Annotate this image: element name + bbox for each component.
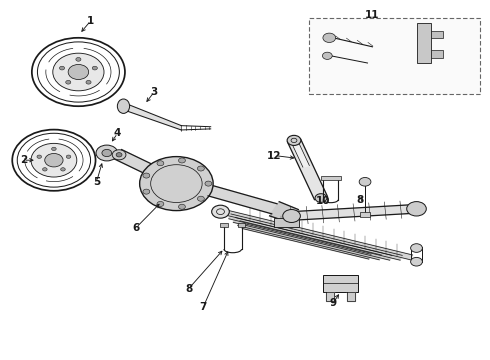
- Bar: [431, 50, 443, 58]
- Polygon shape: [291, 204, 417, 220]
- Circle shape: [157, 161, 164, 166]
- Polygon shape: [238, 221, 381, 260]
- Circle shape: [66, 155, 71, 158]
- Circle shape: [68, 64, 89, 80]
- Circle shape: [197, 166, 204, 171]
- Circle shape: [322, 52, 332, 59]
- Text: 7: 7: [199, 302, 207, 312]
- Polygon shape: [229, 214, 402, 260]
- Circle shape: [61, 168, 65, 171]
- Circle shape: [59, 66, 65, 70]
- Circle shape: [96, 145, 118, 161]
- Circle shape: [315, 194, 327, 202]
- Circle shape: [76, 58, 81, 61]
- Circle shape: [43, 168, 47, 171]
- Text: 5: 5: [93, 177, 100, 187]
- Circle shape: [143, 173, 150, 178]
- Circle shape: [92, 66, 98, 70]
- Circle shape: [287, 135, 301, 145]
- Bar: [309, 18, 480, 94]
- Bar: [416, 23, 431, 63]
- Circle shape: [283, 210, 300, 222]
- Circle shape: [212, 205, 229, 218]
- Text: 12: 12: [267, 150, 282, 161]
- Text: 8: 8: [185, 284, 192, 294]
- Text: 6: 6: [133, 222, 140, 233]
- Circle shape: [45, 153, 63, 167]
- Bar: [274, 218, 299, 227]
- Circle shape: [178, 204, 185, 209]
- Polygon shape: [208, 186, 277, 214]
- Polygon shape: [224, 210, 413, 260]
- Bar: [323, 275, 358, 292]
- Circle shape: [66, 80, 71, 84]
- Circle shape: [140, 157, 213, 211]
- Text: 8: 8: [357, 195, 364, 205]
- Circle shape: [407, 202, 426, 216]
- Circle shape: [51, 147, 56, 150]
- Circle shape: [102, 149, 112, 157]
- Circle shape: [157, 202, 164, 207]
- Text: 1: 1: [87, 16, 94, 26]
- Polygon shape: [233, 217, 392, 260]
- Circle shape: [205, 181, 212, 186]
- Circle shape: [411, 244, 422, 252]
- Circle shape: [86, 80, 91, 84]
- Circle shape: [37, 155, 42, 158]
- Circle shape: [178, 158, 185, 163]
- Polygon shape: [123, 103, 181, 130]
- Text: 11: 11: [365, 10, 380, 20]
- Circle shape: [112, 150, 126, 160]
- Bar: [360, 212, 370, 217]
- Text: 4: 4: [114, 128, 122, 138]
- Circle shape: [53, 53, 104, 91]
- Circle shape: [323, 33, 336, 42]
- Polygon shape: [114, 149, 166, 180]
- Circle shape: [116, 153, 122, 157]
- Bar: [238, 223, 245, 227]
- Text: 9: 9: [330, 298, 337, 308]
- Text: 3: 3: [151, 87, 158, 97]
- Polygon shape: [270, 202, 298, 222]
- Circle shape: [359, 177, 371, 186]
- Polygon shape: [291, 140, 309, 167]
- Ellipse shape: [118, 99, 129, 113]
- Polygon shape: [326, 292, 334, 301]
- Bar: [431, 31, 443, 38]
- Polygon shape: [288, 139, 327, 200]
- Circle shape: [143, 189, 150, 194]
- Circle shape: [197, 196, 204, 201]
- Circle shape: [411, 257, 422, 266]
- Bar: [321, 176, 341, 180]
- Polygon shape: [347, 292, 355, 301]
- Text: 2: 2: [20, 155, 27, 165]
- Bar: [220, 223, 228, 227]
- Circle shape: [31, 143, 77, 177]
- Polygon shape: [242, 224, 371, 259]
- Text: 10: 10: [316, 195, 331, 206]
